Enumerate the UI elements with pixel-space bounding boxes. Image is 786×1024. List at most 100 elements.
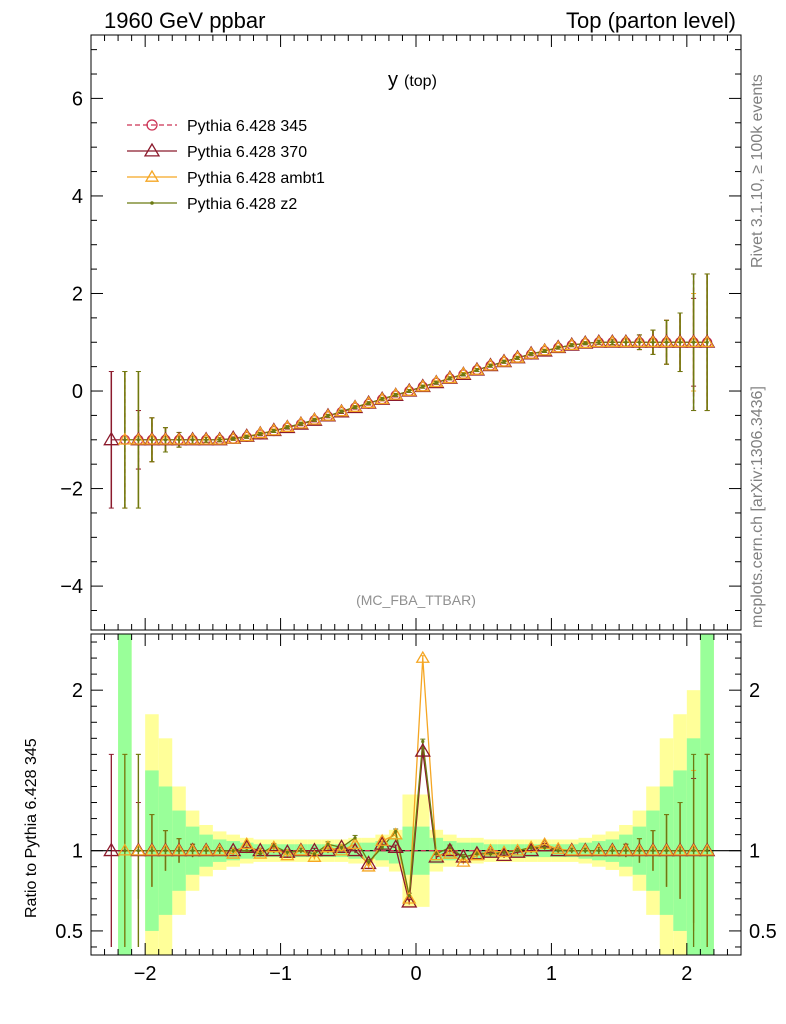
ratio-data-point	[380, 845, 384, 850]
data-point	[239, 429, 254, 442]
data-point	[442, 371, 457, 384]
data-point	[692, 340, 696, 344]
data-point	[624, 340, 628, 344]
data-point	[475, 368, 479, 372]
ratio-axes: 0.5 1 2 −2 −1 0 1 2 0.5 1 2	[55, 633, 777, 985]
data-point	[421, 385, 425, 389]
data-point	[564, 337, 579, 351]
ratio-data-point	[388, 827, 403, 840]
data-point	[177, 438, 181, 442]
ratio-data-point	[123, 849, 127, 853]
data-point	[502, 360, 506, 364]
data-point	[496, 354, 512, 367]
data-point	[645, 334, 661, 348]
data-point	[570, 343, 574, 347]
ratio-data-point	[591, 843, 606, 856]
ratio-data-point	[686, 843, 701, 856]
data-point	[672, 334, 688, 348]
ratio-data-point	[299, 849, 303, 853]
ratio-data-point	[510, 843, 525, 856]
ratio-data-point	[361, 859, 376, 872]
ratio-data-point	[136, 849, 140, 853]
ratio-data-point	[645, 843, 661, 856]
data-point	[347, 399, 363, 412]
ratio-data-point	[285, 850, 289, 854]
data-point	[686, 334, 701, 348]
data-point	[510, 350, 525, 363]
ratio-data-point	[258, 852, 262, 856]
ratio-data-point	[529, 845, 533, 850]
ratio-data-point	[700, 843, 715, 856]
ratio-data-point	[415, 650, 430, 663]
data-point	[253, 426, 268, 439]
ratio-data-point	[624, 849, 628, 853]
main-series-markers	[103, 333, 716, 446]
ratio-uncertainty-bands	[118, 634, 714, 955]
y-tick-label: −2	[60, 479, 83, 501]
ratio-data-point	[468, 845, 486, 860]
x-tick-label: −2	[134, 963, 157, 985]
ratio-data-point	[618, 843, 634, 856]
data-point	[651, 340, 655, 344]
ratio-data-point	[252, 842, 269, 857]
legend-marker	[144, 169, 160, 182]
data-point	[226, 431, 241, 444]
data-point	[700, 334, 715, 348]
data-point	[429, 374, 444, 388]
ratio-data-point	[401, 893, 418, 908]
ratio-data-point	[402, 891, 417, 904]
plot-title-sub: (top)	[404, 73, 437, 90]
ratio-data-point	[347, 836, 363, 850]
data-point	[394, 393, 398, 397]
ratio-data-point	[117, 843, 132, 856]
data-point	[144, 432, 160, 445]
legend-label: Pythia 6.428 345	[187, 118, 307, 135]
data-point	[163, 438, 168, 442]
data-point	[136, 438, 140, 442]
ratio-data-point	[455, 848, 472, 863]
ratio-data-point	[218, 849, 222, 853]
ratio-data-point	[226, 846, 241, 859]
data-point	[158, 432, 173, 445]
ratio-data-point	[374, 835, 391, 850]
data-point	[117, 432, 132, 445]
ratio-data-point	[190, 849, 195, 853]
data-point	[434, 381, 438, 385]
ratio-data-point	[266, 840, 281, 853]
data-point	[285, 425, 289, 429]
ratio-data-point	[346, 842, 364, 857]
ratio-data-point	[659, 843, 674, 856]
data-point	[272, 429, 276, 433]
data-point	[367, 401, 371, 405]
data-point	[231, 437, 235, 441]
ratio-data-point	[239, 836, 254, 850]
ratio-data-point	[245, 849, 249, 853]
ratio-data-point	[339, 845, 344, 850]
ratio-data-point	[570, 849, 574, 853]
data-point	[488, 364, 493, 368]
ratio-data-point	[333, 839, 350, 854]
ratio-data-point	[177, 849, 181, 853]
data-point	[212, 432, 227, 445]
data-point	[299, 422, 303, 426]
y-tick-label: −4	[60, 576, 83, 598]
ratio-data-point	[171, 843, 187, 856]
ratio-data-point	[334, 843, 349, 856]
data-point	[190, 438, 195, 442]
ratio-data-point	[583, 849, 587, 853]
data-point	[258, 432, 262, 436]
ratio-data-point	[610, 849, 614, 853]
legend-label: Pythia 6.428 z2	[187, 196, 297, 213]
data-point	[529, 352, 533, 356]
data-point	[123, 438, 127, 442]
ratio-data-point	[441, 842, 458, 857]
ratio-data-point	[272, 844, 276, 848]
data-point	[456, 366, 471, 379]
ratio-data-point	[564, 843, 579, 856]
ratio-data-point	[632, 843, 647, 856]
analysis-watermark: (MC_FBA_TTBAR)	[356, 592, 476, 608]
data-point	[664, 340, 669, 344]
ratio-data-point	[387, 839, 404, 854]
ratio-data-point	[515, 849, 520, 853]
ratio-data-point	[279, 843, 296, 858]
